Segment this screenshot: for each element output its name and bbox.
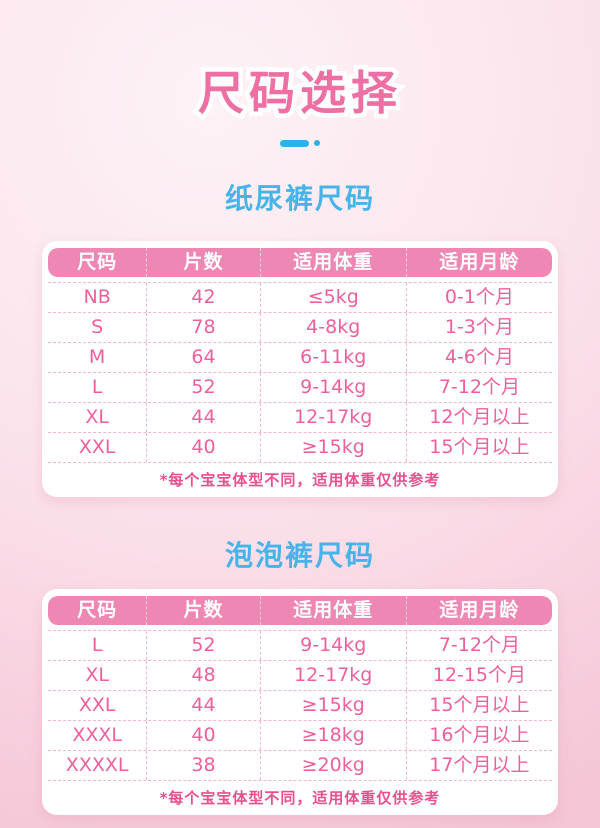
table-cell: 38 — [146, 751, 259, 780]
col-header-size: 尺码 — [77, 599, 118, 621]
table-cell: 7-12个月 — [405, 631, 552, 660]
table-cell: XXXXL — [65, 754, 129, 776]
table-cell: XL — [85, 664, 109, 686]
table-cell: ≥20kg — [259, 751, 406, 780]
table-cell: 40 — [146, 433, 259, 462]
table-cell: XXXL — [72, 724, 122, 746]
table-cell: 6-11kg — [259, 343, 406, 372]
section-title-diaper: 纸尿裤尺码 — [224, 182, 375, 215]
col-header-weight: 适用体重 — [259, 248, 406, 277]
table-row: NB 42 ≤5kg 0-1个月 — [48, 283, 552, 313]
table-row: S 78 4-8kg 1-3个月 — [48, 313, 552, 343]
table-cell: 78 — [146, 313, 259, 342]
table-cell: 48 — [146, 661, 259, 690]
table-cell: 0-1个月 — [405, 283, 552, 312]
table-cell: 7-12个月 — [405, 373, 552, 402]
table-cell: 12-17kg — [259, 661, 406, 690]
pants-size-table: 尺码 片数 适用体重 适用月龄 L 52 9-14kg 7-12个月 XL 48… — [42, 589, 558, 815]
table-footnote: *每个宝宝体型不同，适用体重仅供参考 — [159, 789, 441, 807]
col-header-weight: 适用体重 — [259, 596, 406, 625]
table-cell: XL — [85, 406, 109, 428]
table-cell: S — [91, 316, 104, 338]
table-row: XXL 44 ≥15kg 15个月以上 — [48, 691, 552, 721]
divider-dash-icon — [280, 139, 309, 147]
table-row: XXL 40 ≥15kg 15个月以上 — [48, 433, 552, 463]
table-body: NB 42 ≤5kg 0-1个月 S 78 4-8kg 1-3个月 M 64 6… — [48, 282, 552, 463]
table-row: XXXXL 38 ≥20kg 17个月以上 — [48, 751, 552, 781]
table-cell: 16个月以上 — [405, 721, 552, 750]
table-row: XL 48 12-17kg 12-15个月 — [48, 661, 552, 691]
table-cell: 44 — [146, 403, 259, 432]
col-header-age: 适用月龄 — [405, 248, 552, 277]
table-cell: 15个月以上 — [405, 433, 552, 462]
table-cell: 44 — [146, 691, 259, 720]
table-row: M 64 6-11kg 4-6个月 — [48, 343, 552, 373]
table-cell: 9-14kg — [259, 631, 406, 660]
table-row: L 52 9-14kg 7-12个月 — [48, 373, 552, 403]
table-cell: L — [91, 634, 103, 656]
table-cell: ≥18kg — [259, 721, 406, 750]
page-title: 尺码选择 尺码选择 — [0, 62, 600, 125]
table-cell: 4-8kg — [259, 313, 406, 342]
table-cell: NB — [83, 286, 111, 308]
table-row: XL 44 12-17kg 12个月以上 — [48, 403, 552, 433]
page-title-text: 尺码选择 — [198, 66, 402, 120]
col-header-count: 片数 — [146, 248, 259, 277]
table-cell: 17个月以上 — [405, 751, 552, 780]
page-title-outline: 尺码选择 — [194, 62, 402, 125]
table-row: L 52 9-14kg 7-12个月 — [48, 631, 552, 661]
table-header-row: 尺码 片数 适用体重 适用月龄 — [48, 596, 552, 625]
table-footnote: *每个宝宝体型不同，适用体重仅供参考 — [159, 471, 441, 489]
table-cell: 4-6个月 — [405, 343, 552, 372]
table-body: L 52 9-14kg 7-12个月 XL 48 12-17kg 12-15个月… — [48, 630, 552, 781]
table-cell: 52 — [146, 373, 259, 402]
table-cell: L — [91, 376, 103, 398]
table-cell: M — [88, 346, 106, 368]
table-row: XXXL 40 ≥18kg 16个月以上 — [48, 721, 552, 751]
table-cell: 9-14kg — [259, 373, 406, 402]
col-header-age: 适用月龄 — [405, 596, 552, 625]
table-cell: XXL — [78, 436, 116, 458]
section-title-pants: 泡泡裤尺码 — [224, 539, 375, 572]
col-header-size: 尺码 — [77, 251, 118, 273]
diaper-size-table: 尺码 片数 适用体重 适用月龄 NB 42 ≤5kg 0-1个月 S 78 4-… — [42, 241, 558, 497]
table-cell: 12个月以上 — [405, 403, 552, 432]
divider-dot-icon — [314, 140, 320, 146]
table-cell: 40 — [146, 721, 259, 750]
table-cell: 64 — [146, 343, 259, 372]
table-cell: XXL — [78, 694, 116, 716]
table-cell: 42 — [146, 283, 259, 312]
table-cell: 12-15个月 — [405, 661, 552, 690]
table-header-row: 尺码 片数 适用体重 适用月龄 — [48, 248, 552, 277]
table-cell: 15个月以上 — [405, 691, 552, 720]
table-cell: ≤5kg — [259, 283, 406, 312]
title-divider — [0, 139, 600, 147]
table-cell: ≥15kg — [259, 691, 406, 720]
col-header-count: 片数 — [146, 596, 259, 625]
table-cell: 1-3个月 — [405, 313, 552, 342]
table-cell: ≥15kg — [259, 433, 406, 462]
table-cell: 52 — [146, 631, 259, 660]
table-cell: 12-17kg — [259, 403, 406, 432]
